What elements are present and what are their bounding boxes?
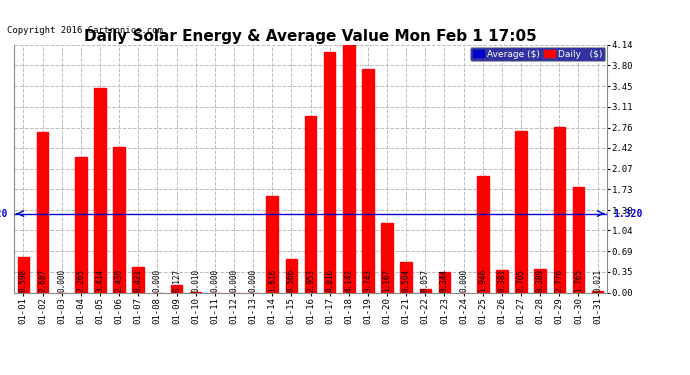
Text: 2.687: 2.687 xyxy=(38,269,47,292)
Text: 0.000: 0.000 xyxy=(210,269,219,292)
Bar xyxy=(343,45,355,292)
Bar xyxy=(592,291,603,292)
Bar xyxy=(75,157,86,292)
Text: 0.421: 0.421 xyxy=(134,269,143,292)
Bar xyxy=(477,176,489,292)
Text: 4.016: 4.016 xyxy=(325,269,334,292)
Text: 1.320: 1.320 xyxy=(613,209,642,219)
Bar xyxy=(362,69,374,292)
Text: 2.776: 2.776 xyxy=(555,269,564,292)
Text: 0.566: 0.566 xyxy=(287,269,296,292)
Bar xyxy=(573,187,584,292)
Text: Copyright 2016 Cartronics.com: Copyright 2016 Cartronics.com xyxy=(7,26,163,35)
Bar xyxy=(95,88,106,292)
Bar xyxy=(324,53,335,292)
Text: 1.616: 1.616 xyxy=(268,269,277,292)
Text: 2.430: 2.430 xyxy=(115,269,124,292)
Bar xyxy=(382,223,393,292)
Text: 0.021: 0.021 xyxy=(593,269,602,292)
Text: 0.000: 0.000 xyxy=(248,269,257,292)
Text: 4.142: 4.142 xyxy=(344,269,353,292)
Text: 0.057: 0.057 xyxy=(421,269,430,292)
Bar xyxy=(37,132,48,292)
Text: 0.344: 0.344 xyxy=(440,269,449,292)
Text: 0.381: 0.381 xyxy=(497,269,506,292)
Text: 0.000: 0.000 xyxy=(153,269,162,292)
Text: 3.414: 3.414 xyxy=(95,269,104,292)
Title: Daily Solar Energy & Average Value Mon Feb 1 17:05: Daily Solar Energy & Average Value Mon F… xyxy=(84,29,537,44)
Bar xyxy=(496,270,508,292)
Legend: Average ($), Daily   ($): Average ($), Daily ($) xyxy=(470,47,605,61)
Text: 1.167: 1.167 xyxy=(382,269,391,292)
Bar xyxy=(286,259,297,292)
Text: 0.598: 0.598 xyxy=(19,269,28,292)
Bar xyxy=(420,289,431,292)
Text: 3.743: 3.743 xyxy=(364,269,373,292)
Text: 0.000: 0.000 xyxy=(230,269,239,292)
Bar xyxy=(132,267,144,292)
Text: 1.765: 1.765 xyxy=(574,269,583,292)
Text: 2.705: 2.705 xyxy=(517,269,526,292)
Text: 0.000: 0.000 xyxy=(57,269,66,292)
Bar xyxy=(553,126,565,292)
Text: 0.000: 0.000 xyxy=(459,269,468,292)
Bar xyxy=(113,147,125,292)
Bar xyxy=(515,131,526,292)
Bar xyxy=(305,116,316,292)
Text: 2.953: 2.953 xyxy=(306,269,315,292)
Bar xyxy=(266,196,278,292)
Text: 1.946: 1.946 xyxy=(478,269,487,292)
Text: 0.127: 0.127 xyxy=(172,269,181,292)
Bar xyxy=(400,262,412,292)
Bar xyxy=(535,269,546,292)
Bar xyxy=(18,257,29,292)
Text: 2.265: 2.265 xyxy=(77,269,86,292)
Text: 0.504: 0.504 xyxy=(402,269,411,292)
Bar xyxy=(170,285,182,292)
Text: 0.389: 0.389 xyxy=(535,269,544,292)
Text: 1.320: 1.320 xyxy=(0,209,8,219)
Bar xyxy=(439,272,451,292)
Text: 0.010: 0.010 xyxy=(191,269,200,292)
